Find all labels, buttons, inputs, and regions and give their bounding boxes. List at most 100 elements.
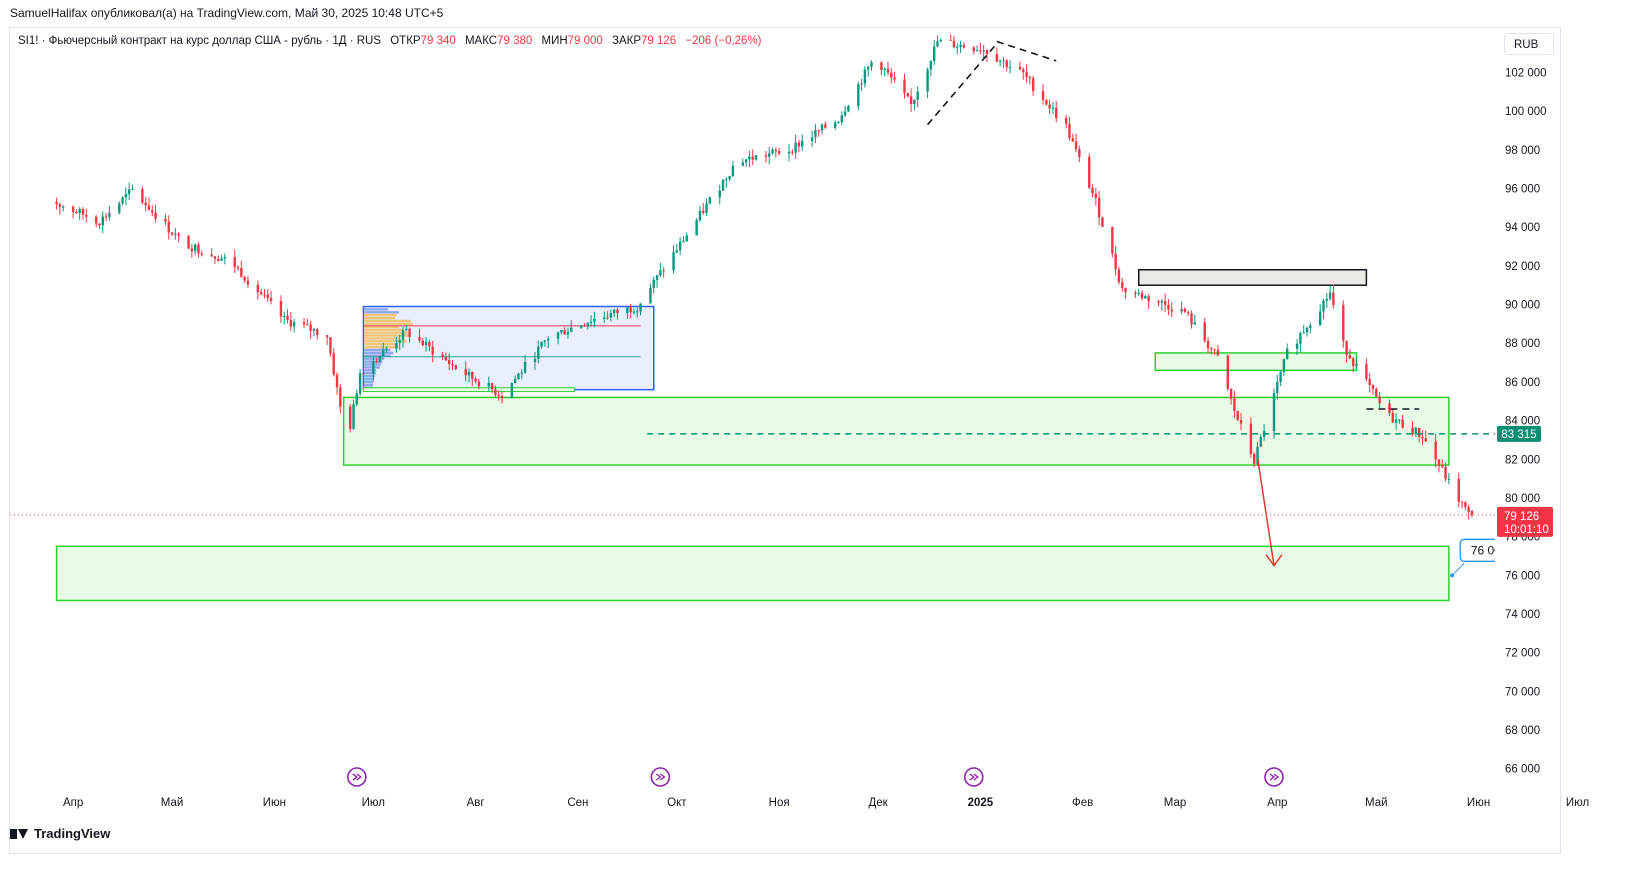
candle-body xyxy=(1368,378,1371,386)
candle-body xyxy=(1236,411,1239,420)
volume-profile-bar xyxy=(364,348,391,352)
candle-body xyxy=(378,355,382,362)
candle-body xyxy=(1140,293,1144,299)
candle-body xyxy=(447,360,451,365)
candle-body xyxy=(141,189,144,203)
event-icon-glyph xyxy=(352,773,362,781)
candle-body xyxy=(1239,419,1243,424)
candle-body xyxy=(236,267,240,269)
y-tick-label: 76 000 xyxy=(1505,570,1540,582)
y-tick-label: 86 000 xyxy=(1505,377,1540,389)
candle-body xyxy=(441,354,444,358)
candle-body xyxy=(867,66,870,70)
y-tick-label: 80 000 xyxy=(1505,493,1540,505)
candle-body xyxy=(1342,305,1345,341)
volume-profile-bar xyxy=(364,380,374,384)
y-tick-label: 102 000 xyxy=(1505,67,1547,79)
volume-profile-bar xyxy=(364,325,400,329)
y-tick-label: 100 000 xyxy=(1505,106,1547,118)
legend-symbol[interactable]: SI1! · Фьючерсный контракт на курс долла… xyxy=(18,35,382,47)
x-tick-label: Июн xyxy=(1467,797,1490,809)
candle-body xyxy=(1325,298,1328,301)
trendline-rising xyxy=(926,42,998,126)
candle-body xyxy=(579,325,583,328)
candle-body xyxy=(1441,465,1444,467)
candle-body xyxy=(1005,60,1008,68)
candle-body xyxy=(718,190,721,198)
candle-body xyxy=(1464,502,1467,507)
currency-selector[interactable]: RUB xyxy=(1504,33,1554,55)
candle-body xyxy=(513,379,517,384)
last-price-label: 79 126 xyxy=(1504,511,1539,523)
candle-body xyxy=(1134,292,1137,294)
event-icon-glyph xyxy=(969,773,979,781)
y-tick-label: 98 000 xyxy=(1505,145,1540,157)
candle-body xyxy=(1041,91,1045,101)
volume-profile-bar xyxy=(364,308,388,311)
candle-body xyxy=(144,202,147,206)
candle-body xyxy=(563,330,566,335)
level-price-tag xyxy=(1497,425,1541,442)
candle-body xyxy=(233,256,236,268)
candle-body xyxy=(1355,364,1358,366)
candle-body xyxy=(662,270,665,272)
candle-body xyxy=(61,206,65,208)
volume-profile-bar xyxy=(364,311,399,314)
candle-body xyxy=(678,241,682,251)
candle-body xyxy=(632,311,636,313)
candle-body xyxy=(223,256,227,259)
target-arrow xyxy=(1256,457,1275,566)
tradingview-logo[interactable]: TradingView xyxy=(10,826,110,841)
candle-body xyxy=(1414,427,1418,435)
candle-body xyxy=(1203,322,1206,341)
candle-body xyxy=(1299,333,1302,344)
candle-body xyxy=(1253,453,1256,464)
candle-body xyxy=(744,159,748,163)
candle-body xyxy=(1051,107,1055,109)
candle-body xyxy=(659,270,662,276)
volume-profile-bar xyxy=(364,316,396,320)
candle-body xyxy=(606,317,609,319)
volume-profile-bar xyxy=(364,369,377,372)
candle-body xyxy=(1434,441,1437,460)
candle-body xyxy=(240,267,243,277)
y-tick-label: 90 000 xyxy=(1505,300,1540,312)
legend-open-value: 79 340 xyxy=(420,35,456,47)
candle-body xyxy=(474,378,477,382)
candle-body xyxy=(903,79,906,93)
candle-body xyxy=(108,212,111,217)
candle-body xyxy=(982,50,985,52)
volume-profile-bar xyxy=(364,377,374,381)
candle-body xyxy=(286,316,289,320)
zones-layer xyxy=(55,269,1450,602)
volume-profile-bar xyxy=(364,322,413,326)
candle-body xyxy=(213,256,217,259)
candle-body xyxy=(1124,287,1127,293)
level-price-label: 83 315 xyxy=(1501,429,1536,441)
candle-body xyxy=(174,233,177,235)
resistance-zone xyxy=(1137,269,1368,286)
candle-body xyxy=(464,369,467,376)
candle-body xyxy=(721,179,725,191)
candle-body xyxy=(998,60,1002,62)
x-tick-label: Июл xyxy=(362,797,385,809)
candle-body xyxy=(1008,66,1012,68)
candle-body xyxy=(1457,478,1460,502)
candle-body xyxy=(797,142,801,147)
candle-body xyxy=(1444,466,1447,480)
candle-body xyxy=(1180,308,1183,312)
candle-body xyxy=(520,372,523,374)
candle-body xyxy=(1322,300,1325,312)
candle-body xyxy=(886,68,890,73)
candle-body xyxy=(1157,301,1160,303)
candle-body xyxy=(586,323,589,327)
candle-body xyxy=(589,321,593,324)
candle-body xyxy=(1417,427,1421,437)
callout-pointer xyxy=(1451,562,1465,576)
candle-body xyxy=(101,216,104,226)
candle-body xyxy=(1286,348,1289,360)
candle-body xyxy=(880,62,883,70)
legend-change-value: −206 (−0,26%) xyxy=(685,35,762,47)
candle-body xyxy=(523,361,527,373)
